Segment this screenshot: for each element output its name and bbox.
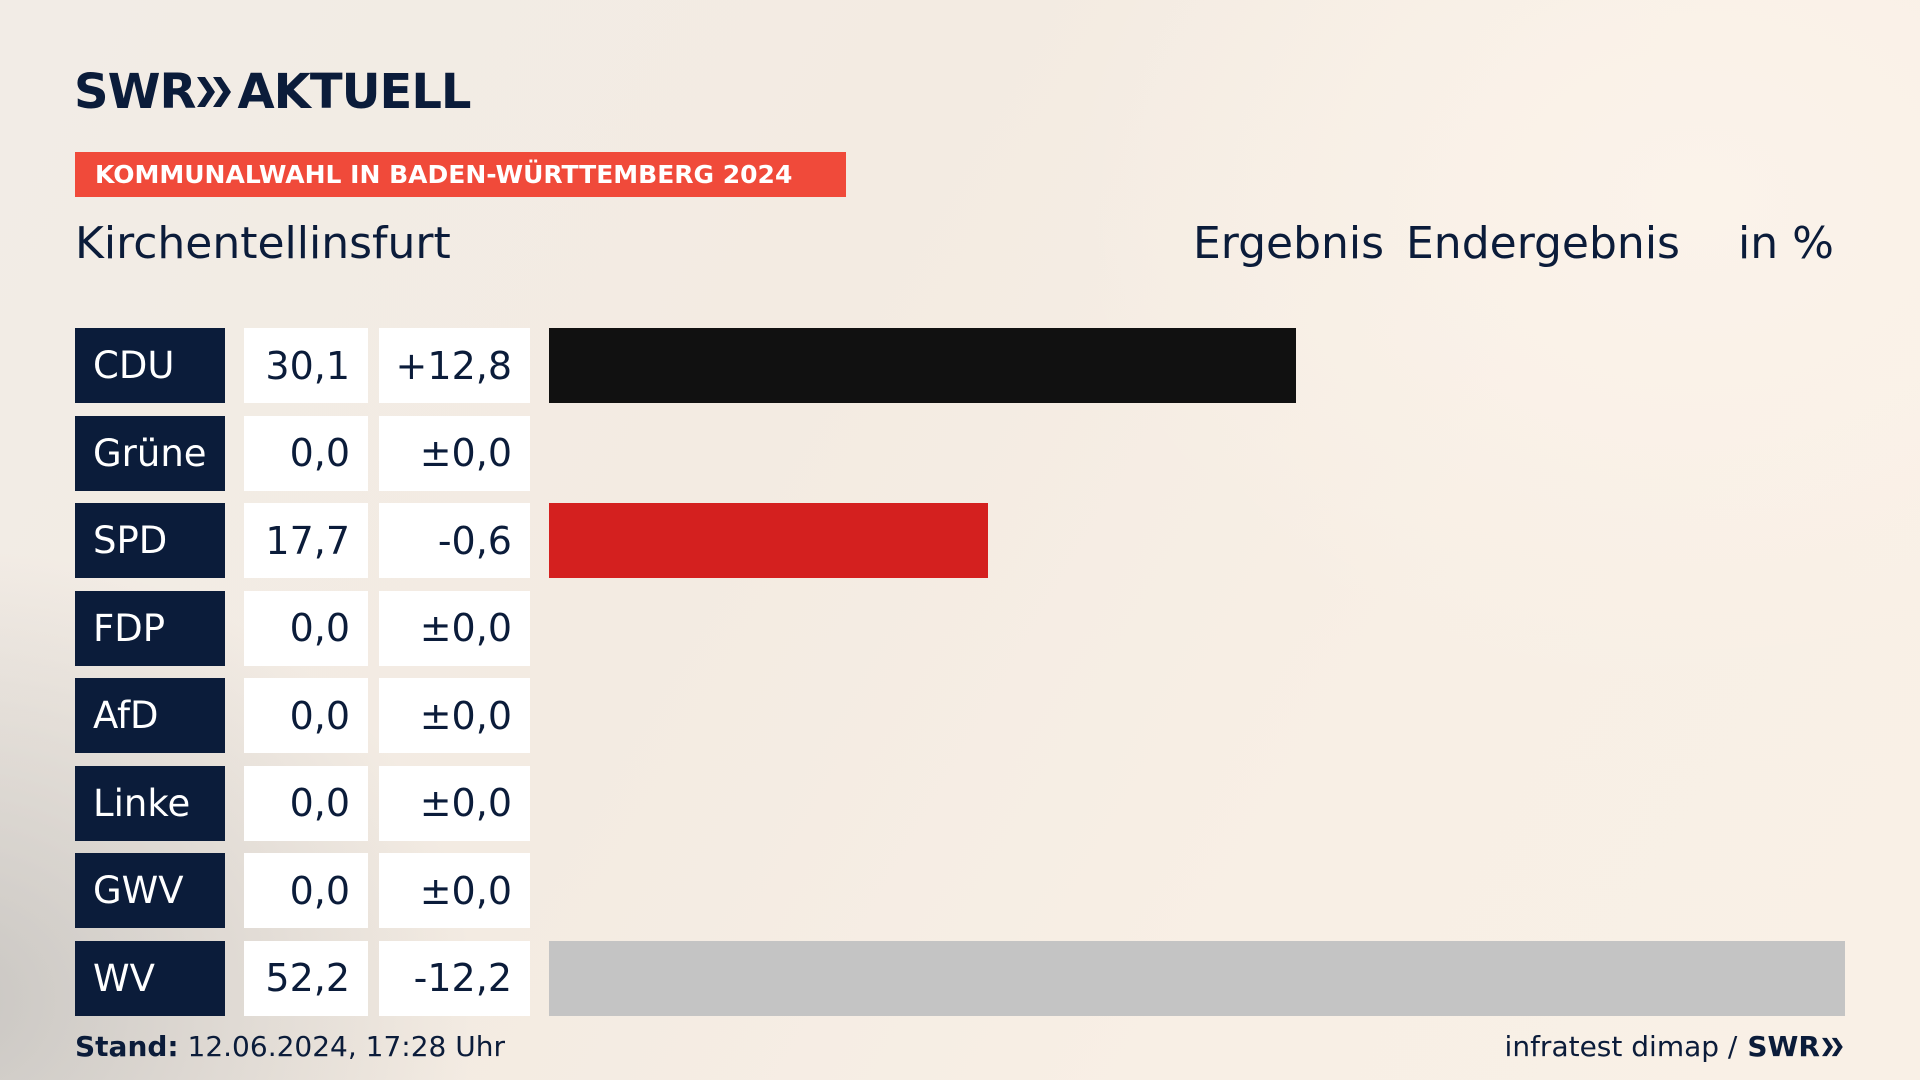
source-text: infratest dimap / (1504, 1030, 1738, 1063)
result-value: 17,7 (244, 503, 368, 578)
result-value: 0,0 (244, 590, 368, 666)
result-diff: ±0,0 (379, 765, 530, 841)
column-header-unit: in % (1738, 218, 1834, 269)
result-value: 0,0 (244, 853, 368, 928)
swr-small-logo: SWR (1747, 1030, 1844, 1063)
party-label: GWV (75, 853, 225, 928)
result-bar (549, 503, 989, 578)
stand-value: 12.06.2024, 17:28 Uhr (187, 1030, 505, 1063)
result-value: 0,0 (244, 765, 368, 841)
column-header-result: Ergebnis (1193, 218, 1385, 269)
party-label: Linke (75, 765, 225, 841)
result-value: 0,0 (244, 415, 368, 491)
place-title: Kirchentellinsfurt (75, 218, 451, 269)
result-diff: ±0,0 (379, 415, 530, 491)
result-diff: +12,8 (379, 328, 530, 403)
logo-aktuell-text: AKTUELL (237, 64, 471, 120)
result-bar (549, 940, 1845, 1016)
source-credit: infratest dimap / SWR (1505, 1030, 1844, 1063)
result-value: 52,2 (244, 940, 368, 1016)
column-header-final: Endergebnis (1406, 218, 1680, 269)
result-diff: ±0,0 (379, 853, 530, 928)
logo-swr-text: SWR (74, 64, 196, 120)
double-chevron-icon (197, 75, 233, 109)
swr-small-logo-text: SWR (1747, 1030, 1820, 1063)
result-diff: ±0,0 (379, 590, 530, 666)
party-label: FDP (75, 590, 225, 666)
election-tag: KOMMUNALWAHL IN BADEN-WÜRTTEMBERG 2024 (75, 152, 846, 197)
result-bar (549, 328, 1297, 403)
party-label: SPD (75, 503, 225, 578)
timestamp: Stand: 12.06.2024, 17:28 Uhr (75, 1030, 505, 1063)
party-label: Grüne (75, 415, 225, 491)
party-label: CDU (75, 328, 225, 403)
result-diff: ±0,0 (379, 678, 530, 753)
double-chevron-small-icon (1822, 1037, 1843, 1056)
result-diff: -12,2 (379, 940, 530, 1016)
swr-aktuell-logo: SWR AKTUELL (74, 62, 472, 122)
result-value: 0,0 (244, 678, 368, 753)
result-value: 30,1 (244, 328, 368, 403)
result-diff: -0,6 (379, 503, 530, 578)
party-label: AfD (75, 678, 225, 753)
party-label: WV (75, 940, 225, 1016)
stand-label: Stand: (75, 1030, 179, 1063)
